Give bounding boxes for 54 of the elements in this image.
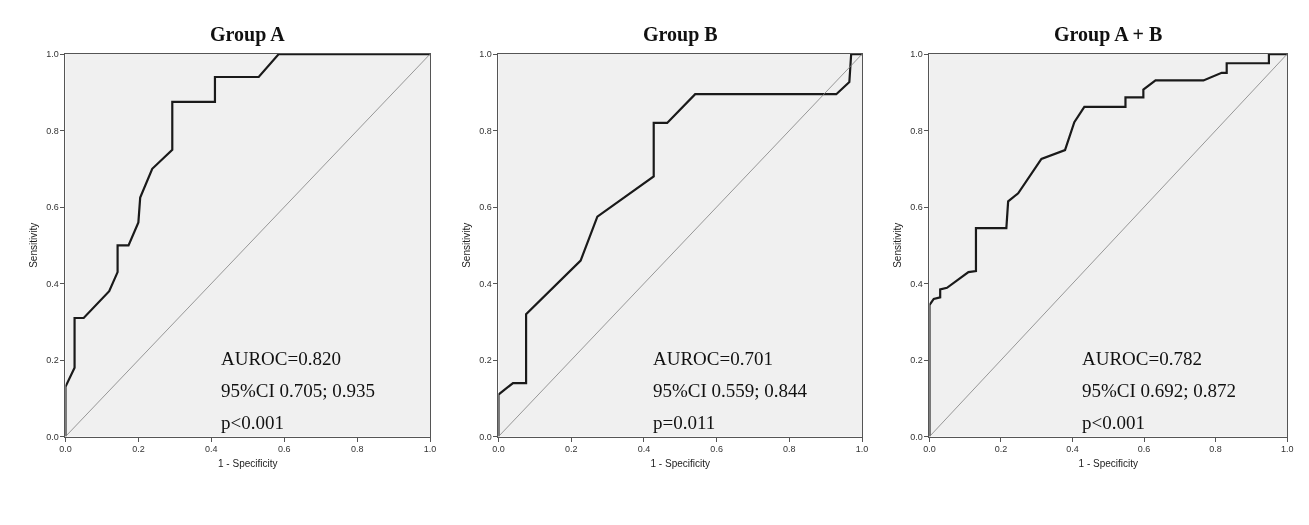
chart-title: Group B (643, 23, 718, 46)
x-tick-label: 1.0 (423, 444, 437, 455)
annotation: AUROC=0.701 (653, 348, 773, 369)
y-tick-label: 0.2 (479, 355, 492, 366)
x-tick-label: 0.4 (637, 444, 651, 455)
x-tick-label: 0.2 (132, 444, 145, 455)
y-tick-label: 0.2 (46, 355, 59, 366)
annotation: p=0.011 (653, 412, 716, 433)
y-axis-title: Sensitivity (28, 222, 40, 268)
x-tick-label: 0.8 (350, 444, 364, 455)
chart-title: Group A + B (1054, 23, 1163, 46)
y-tick-label: 0.0 (479, 431, 492, 442)
y-tick-label: 0.4 (910, 278, 923, 289)
annotation: 95%CI 0.559; 0.844 (653, 380, 808, 401)
x-tick-label: 0.2 (564, 444, 578, 455)
x-tick-label: 0.4 (205, 444, 218, 455)
y-tick-label: 0.8 (910, 125, 923, 136)
x-tick-label: 0.2 (994, 444, 1008, 455)
x-tick-label: 0.0 (59, 444, 72, 455)
annotation: 95%CI 0.692; 0.872 (1082, 380, 1237, 401)
y-tick-label: 1.0 (479, 49, 492, 60)
x-tick-label: 1.0 (1280, 444, 1294, 455)
x-axis-title: 1 - Specificity (218, 457, 278, 469)
y-tick-label: 1.0 (910, 49, 923, 60)
annotation: AUROC=0.782 (1082, 348, 1202, 369)
x-tick-label: 0.6 (710, 444, 723, 455)
x-tick-label: 0.8 (1209, 444, 1222, 455)
y-tick-label: 0.4 (479, 278, 492, 289)
y-tick-label: 0.6 (46, 202, 59, 213)
x-tick-label: 0.6 (277, 444, 291, 455)
y-axis-title: Sensitivity (461, 222, 473, 268)
x-tick-label: 1.0 (855, 444, 869, 455)
y-tick-label: 0.8 (479, 125, 492, 136)
y-tick-label: 0.6 (479, 202, 492, 213)
annotation: p<0.001 (221, 412, 284, 433)
y-tick-label: 0.0 (46, 431, 59, 442)
y-tick-label: 0.0 (910, 431, 923, 442)
annotation: 95%CI 0.705; 0.935 (221, 380, 376, 401)
y-tick-label: 0.2 (910, 355, 923, 366)
x-axis-title: 1 - Specificity (650, 457, 710, 469)
y-axis-title: Sensitivity (892, 222, 904, 268)
y-tick-label: 1.0 (46, 49, 59, 60)
y-tick-label: 0.8 (46, 125, 59, 136)
chart-title: Group A (210, 23, 286, 46)
x-tick-label: 0.0 (492, 444, 505, 455)
y-tick-label: 0.6 (910, 202, 923, 213)
annotation: AUROC=0.820 (221, 348, 341, 369)
x-tick-label: 0.6 (1137, 444, 1151, 455)
x-tick-label: 0.8 (783, 444, 796, 455)
y-tick-label: 0.4 (46, 278, 59, 289)
annotation: p<0.001 (1082, 412, 1145, 433)
x-axis-title: 1 - Specificity (1078, 457, 1139, 469)
x-tick-label: 0.4 (1066, 444, 1079, 455)
x-tick-label: 0.0 (923, 444, 936, 455)
